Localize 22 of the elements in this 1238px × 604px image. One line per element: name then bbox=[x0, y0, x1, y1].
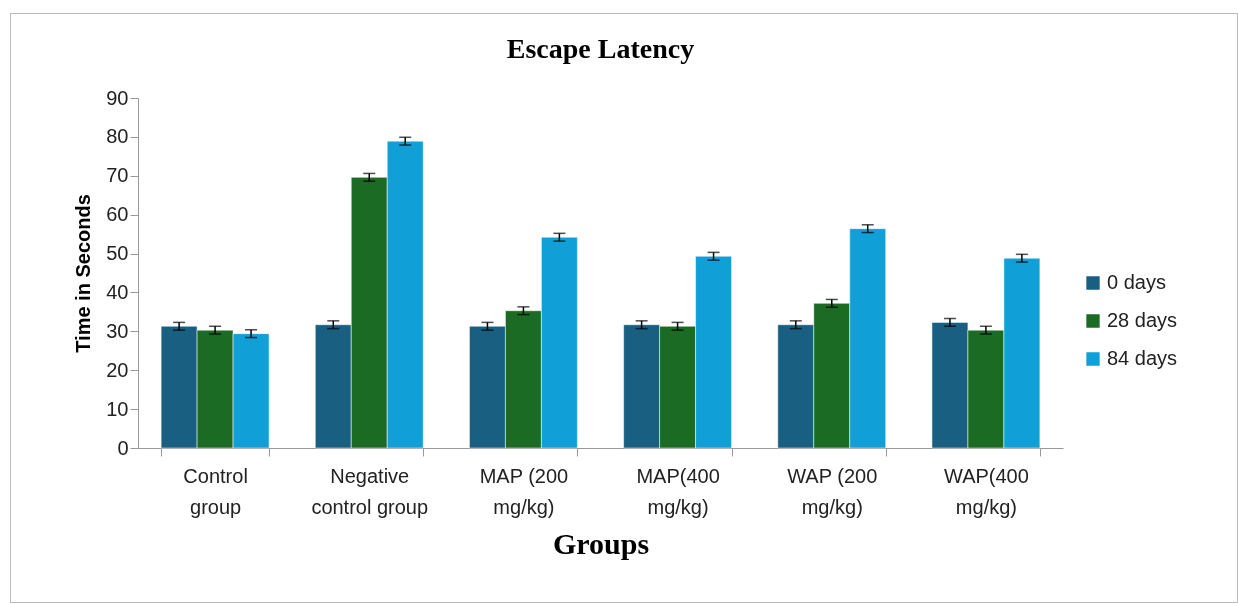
y-tick-label: 40 bbox=[106, 280, 129, 303]
y-tick-label: 50 bbox=[106, 242, 129, 265]
y-axis-title: Time in Seconds bbox=[72, 194, 95, 353]
y-tick-label: 90 bbox=[106, 86, 129, 109]
y-tick-label: 30 bbox=[106, 319, 129, 342]
x-tick-label: Negative control group bbox=[311, 464, 429, 518]
y-tick-label: 10 bbox=[106, 397, 129, 420]
x-tick-label: Control group bbox=[183, 464, 248, 518]
y-tick-label: 80 bbox=[106, 125, 129, 148]
x-tick-label: WAP(400 mg/kg) bbox=[943, 464, 1029, 518]
x-tick-label: MAP(400 mg/kg) bbox=[636, 464, 720, 518]
legend-label: 28 days bbox=[1107, 309, 1178, 331]
y-tick-label: 70 bbox=[106, 164, 129, 187]
x-axis-title: Groups bbox=[552, 526, 650, 560]
legend-label: 84 days bbox=[1107, 347, 1178, 369]
y-tick-label: 60 bbox=[106, 203, 129, 226]
y-tick-label: 20 bbox=[106, 358, 129, 381]
x-tick-label: MAP (200 mg/kg) bbox=[479, 464, 569, 518]
x-tick-label: WAP (200 mg/kg) bbox=[787, 464, 878, 518]
legend-label: 0 days bbox=[1107, 271, 1166, 293]
y-tick-label: 0 bbox=[117, 436, 129, 459]
chart-title: Escape Latency bbox=[506, 33, 695, 64]
